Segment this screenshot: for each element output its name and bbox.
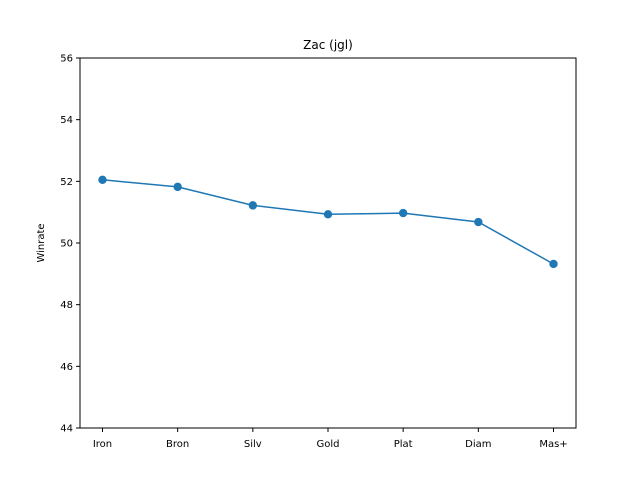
x-tick-label: Bron <box>166 439 189 450</box>
plot-area <box>79 57 577 429</box>
data-point <box>323 210 333 219</box>
y-tick-label: 46 <box>60 362 73 373</box>
y-axis-label: Winrate <box>36 223 47 262</box>
data-point <box>474 217 483 227</box>
y-tick-label: 56 <box>60 54 73 65</box>
data-point <box>98 175 107 184</box>
data-point <box>549 259 558 269</box>
series-line <box>102 179 554 265</box>
x-tick-label: Diam <box>465 439 491 450</box>
chart-title: Zac (jgl) <box>303 38 353 52</box>
y-tick-label: 50 <box>60 239 73 250</box>
y-tick-label: 52 <box>60 177 73 188</box>
y-tick-label: 48 <box>60 300 73 311</box>
series-layer <box>98 175 558 269</box>
x-tick-label: Silv <box>244 439 262 450</box>
x-tick-label: Mas+ <box>539 439 567 450</box>
y-tick-label: 54 <box>60 115 73 126</box>
x-tick-label: Iron <box>93 439 112 450</box>
data-point <box>248 201 258 210</box>
data-point <box>398 208 408 218</box>
y-tick-label: 44 <box>60 424 73 435</box>
x-tick-label: Plat <box>394 439 413 450</box>
data-point <box>173 182 182 192</box>
y-axis: 44 46 48 50 52 54 56 <box>60 54 80 435</box>
x-axis: Iron Bron Silv Gold Plat Diam Mas+ <box>93 428 568 450</box>
x-tick-label: Gold <box>317 439 340 450</box>
